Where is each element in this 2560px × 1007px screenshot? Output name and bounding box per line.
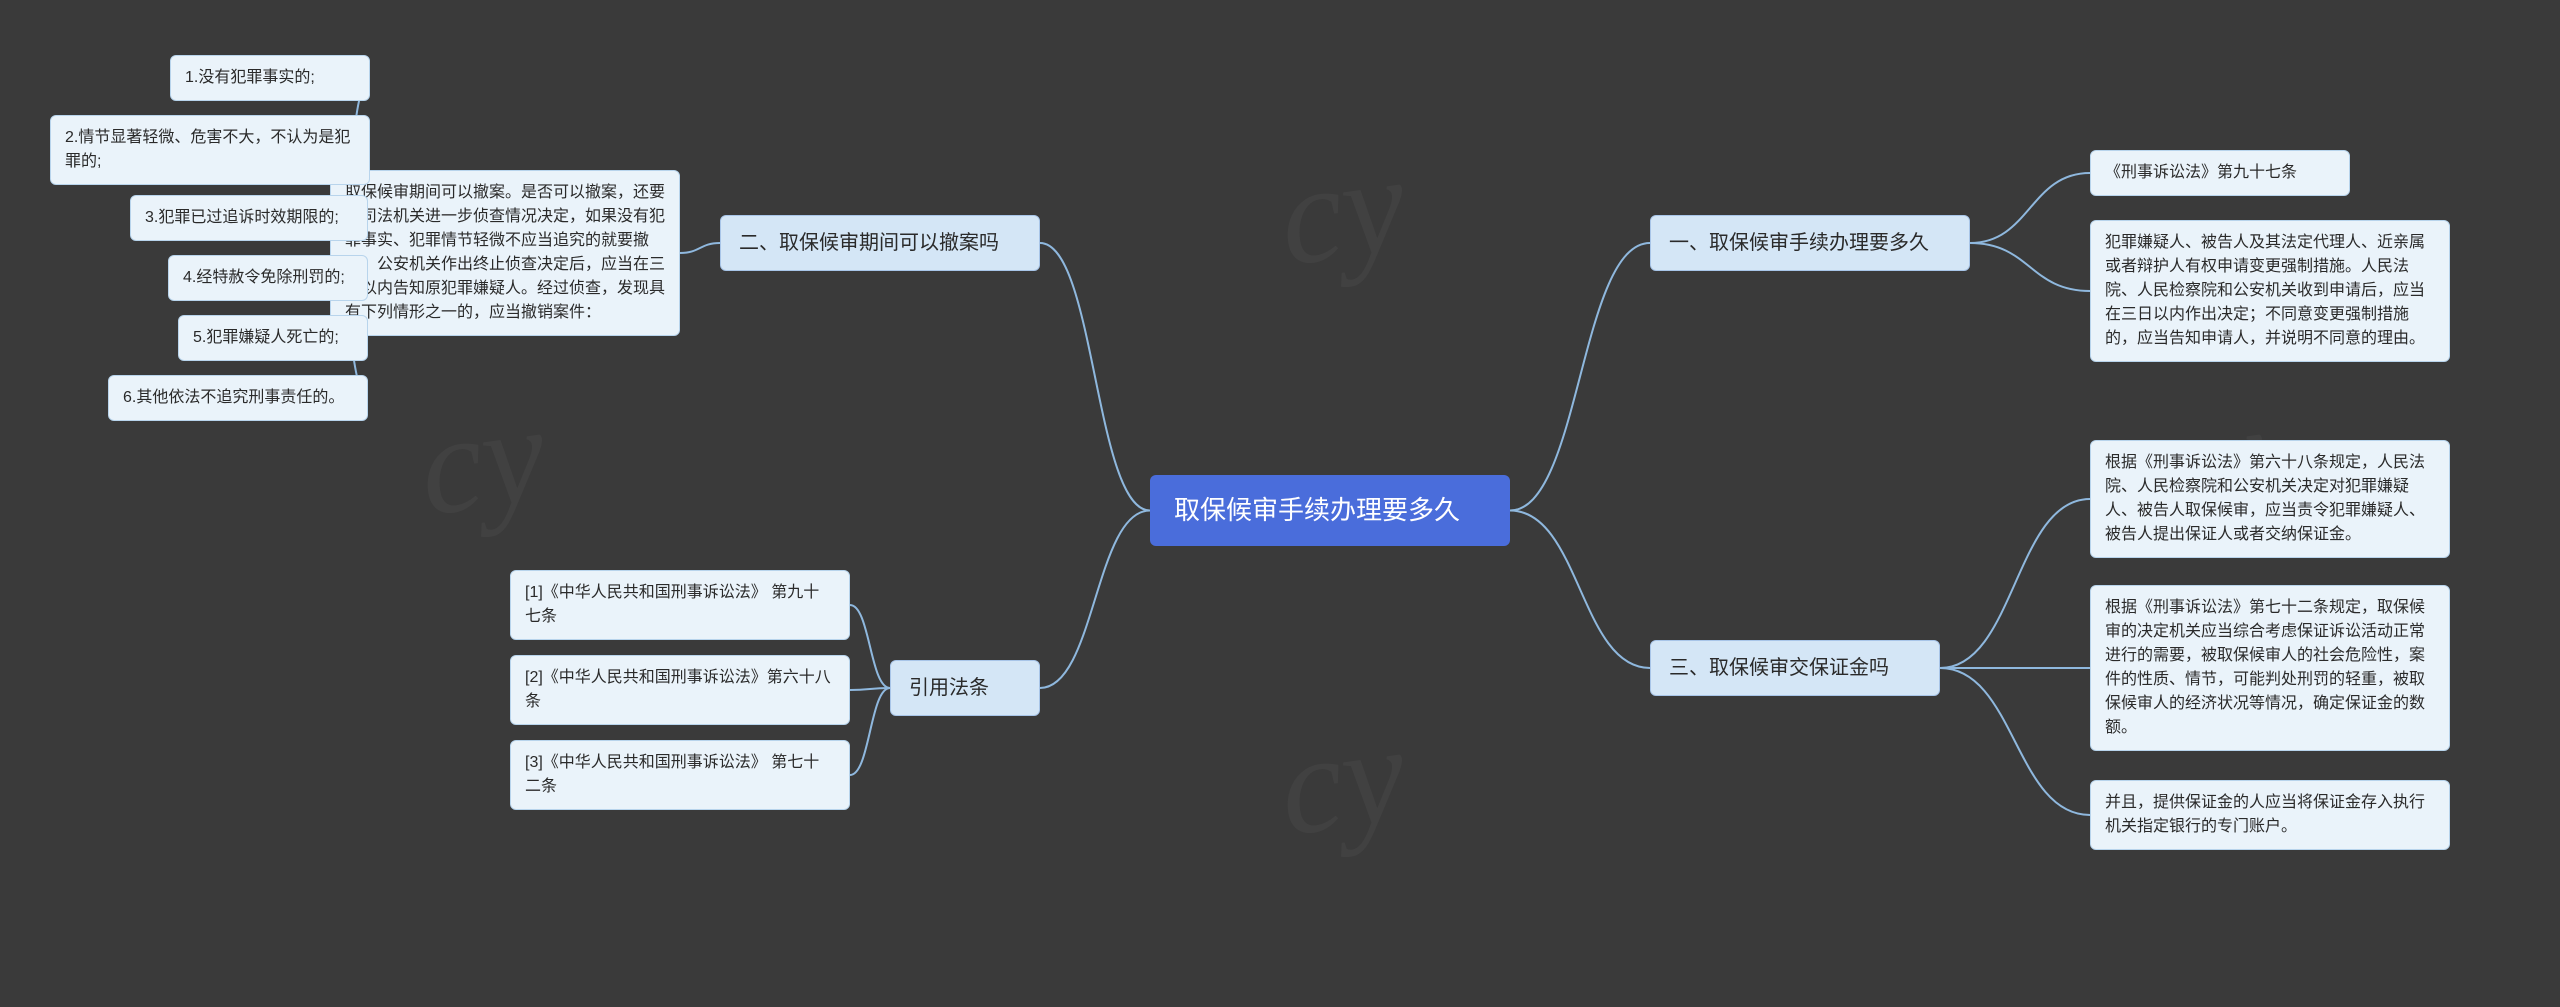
leaf-b4-3[interactable]: [3]《中华人民共和国刑事诉讼法》 第七十二条 xyxy=(510,740,850,810)
branch-3[interactable]: 三、取保候审交保证金吗 xyxy=(1650,640,1940,696)
mindmap-canvas: cy cy cy cy 取保候审手续办理要多久 一、取保候审手续办理要多久 二、… xyxy=(0,0,2560,1007)
branch-4[interactable]: 引用法条 xyxy=(890,660,1040,716)
leaf-b2-4[interactable]: 4.经特赦令免除刑罚的; xyxy=(168,255,368,301)
root-node[interactable]: 取保候审手续办理要多久 xyxy=(1150,475,1510,546)
leaf-b1-1[interactable]: 《刑事诉讼法》第九十七条 xyxy=(2090,150,2350,196)
branch-2[interactable]: 二、取保候审期间可以撤案吗 xyxy=(720,215,1040,271)
leaf-b4-1[interactable]: [1]《中华人民共和国刑事诉讼法》 第九十七条 xyxy=(510,570,850,640)
branch-1[interactable]: 一、取保候审手续办理要多久 xyxy=(1650,215,1970,271)
watermark: cy xyxy=(409,372,554,549)
leaf-b1-2[interactable]: 犯罪嫌疑人、被告人及其法定代理人、近亲属或者辩护人有权申请变更强制措施。人民法院… xyxy=(2090,220,2450,362)
leaf-b2-6[interactable]: 6.其他依法不追究刑事责任的。 xyxy=(108,375,368,421)
leaf-b2-1[interactable]: 1.没有犯罪事实的; xyxy=(170,55,370,101)
leaf-b3-3[interactable]: 并且，提供保证金的人应当将保证金存入执行机关指定银行的专门账户。 xyxy=(2090,780,2450,850)
watermark: cy xyxy=(1269,122,1414,299)
leaf-b4-2[interactable]: [2]《中华人民共和国刑事诉讼法》第六十八条 xyxy=(510,655,850,725)
watermark: cy xyxy=(1269,692,1414,869)
leaf-b2-2[interactable]: 2.情节显著轻微、危害不大，不认为是犯罪的; xyxy=(50,115,370,185)
leaf-b2-3[interactable]: 3.犯罪已过追诉时效期限的; xyxy=(130,195,368,241)
leaf-b3-1[interactable]: 根据《刑事诉讼法》第六十八条规定，人民法院、人民检察院和公安机关决定对犯罪嫌疑人… xyxy=(2090,440,2450,558)
leaf-b2-5[interactable]: 5.犯罪嫌疑人死亡的; xyxy=(178,315,368,361)
leaf-b2-desc[interactable]: 取保候审期间可以撤案。是否可以撤案，还要看司法机关进一步侦查情况决定，如果没有犯… xyxy=(330,170,680,336)
leaf-b3-2[interactable]: 根据《刑事诉讼法》第七十二条规定，取保候审的决定机关应当综合考虑保证诉讼活动正常… xyxy=(2090,585,2450,751)
